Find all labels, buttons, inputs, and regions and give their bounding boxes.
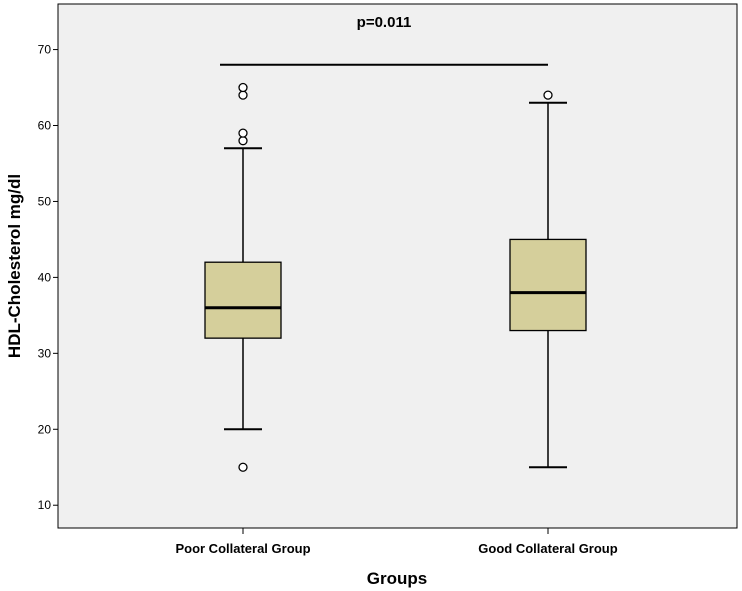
- x-tick-label: Poor Collateral Group: [175, 541, 310, 556]
- box-group: [509, 90, 587, 469]
- x-axis-title: Groups: [367, 569, 427, 588]
- outlier-point: [238, 462, 248, 472]
- y-tick-label: 40: [38, 270, 52, 284]
- y-tick-label: 30: [38, 346, 52, 360]
- outlier-point: [238, 82, 248, 93]
- y-tick-label: 70: [38, 43, 52, 57]
- plot-area: [57, 3, 738, 529]
- outlier-point: [543, 90, 553, 100]
- x-tick-label: Good Collateral Group: [478, 541, 617, 556]
- significance-annotation: p=0.011: [220, 14, 548, 66]
- y-tick-label: 50: [38, 194, 52, 208]
- outlier-point: [238, 90, 248, 100]
- boxes: [204, 82, 587, 472]
- y-axis-title: HDL-Cholesterol mg/dl: [5, 174, 24, 358]
- outlier-point: [238, 128, 248, 138]
- iqr-box: [204, 261, 282, 339]
- iqr-box: [509, 238, 587, 332]
- outlier-point: [238, 136, 248, 146]
- box-group: [204, 82, 282, 472]
- y-tick-label: 20: [38, 422, 52, 436]
- y-axis: 10 20 30 40 50 60 70: [38, 43, 58, 512]
- p-value-label: p=0.011: [357, 14, 412, 31]
- y-tick-label: 60: [38, 119, 52, 133]
- x-axis: Poor Collateral Group Good Collateral Gro…: [175, 528, 618, 556]
- y-tick-label: 10: [38, 498, 52, 512]
